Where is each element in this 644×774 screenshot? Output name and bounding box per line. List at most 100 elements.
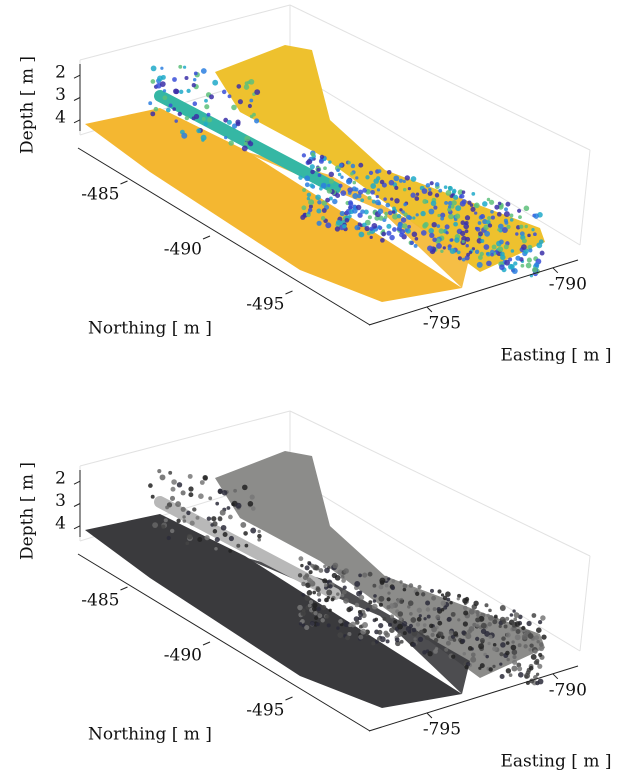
point [444, 200, 449, 205]
point [501, 636, 506, 641]
box-edge [289, 4, 591, 151]
point [413, 637, 417, 641]
point [474, 203, 478, 208]
point [168, 103, 173, 108]
point [436, 224, 441, 228]
point [195, 515, 200, 520]
point [165, 107, 171, 113]
point [170, 528, 175, 534]
y-tick-label: -495 [246, 701, 284, 721]
point [241, 145, 248, 152]
point [374, 617, 379, 622]
point [306, 158, 313, 165]
y-tick-label: -485 [81, 591, 119, 611]
point [337, 632, 344, 639]
point [513, 612, 520, 618]
point [511, 649, 518, 655]
point [328, 608, 332, 612]
point [150, 111, 156, 117]
point [217, 488, 223, 494]
point [150, 494, 155, 499]
point [486, 260, 492, 267]
point [408, 583, 414, 588]
point [475, 623, 480, 628]
point [301, 581, 306, 587]
point [440, 249, 444, 253]
point [250, 527, 257, 534]
point [515, 232, 519, 236]
point [324, 614, 330, 619]
point [201, 116, 206, 121]
point [389, 234, 395, 241]
point [403, 202, 407, 207]
point [367, 195, 372, 200]
point [470, 652, 476, 658]
point [465, 243, 469, 248]
point [423, 617, 427, 621]
point [484, 230, 490, 237]
box-edge [289, 475, 581, 652]
point [311, 606, 317, 612]
point [509, 264, 515, 270]
z-tick [73, 525, 81, 530]
point [330, 597, 335, 602]
point [319, 154, 325, 160]
point [324, 597, 329, 603]
point [357, 212, 363, 218]
point [323, 583, 328, 588]
point [402, 631, 407, 636]
z-tick [73, 480, 81, 485]
point [523, 205, 530, 212]
point [328, 196, 333, 201]
point [517, 208, 522, 213]
point [399, 208, 403, 212]
point [521, 238, 527, 244]
point [301, 153, 307, 158]
point [409, 611, 413, 616]
point [365, 632, 369, 637]
z-tick-label: 4 [55, 107, 66, 127]
point [316, 208, 322, 214]
point [204, 104, 210, 110]
x-axis [368, 259, 579, 326]
point [163, 518, 168, 523]
point [228, 140, 234, 146]
point [480, 239, 485, 243]
point [398, 178, 403, 183]
point [512, 659, 518, 665]
point [223, 117, 229, 123]
point [451, 200, 457, 206]
point [517, 671, 524, 678]
point [337, 569, 344, 576]
point [315, 194, 321, 201]
point [200, 134, 207, 141]
point [482, 201, 488, 207]
point [177, 111, 183, 117]
point [214, 537, 220, 543]
point [362, 188, 367, 193]
point [384, 211, 389, 216]
point [407, 215, 413, 220]
point [392, 206, 396, 211]
point [393, 620, 397, 624]
point [306, 192, 312, 197]
point [189, 520, 195, 526]
point [526, 620, 532, 627]
point [499, 264, 505, 271]
point [343, 621, 350, 628]
point [492, 646, 498, 652]
point [391, 579, 396, 583]
point [449, 248, 456, 254]
point [512, 654, 517, 660]
point [498, 624, 502, 629]
point [483, 224, 489, 231]
point [461, 239, 465, 244]
box-edge [579, 149, 591, 246]
point [354, 187, 359, 192]
point [497, 201, 502, 206]
point [440, 212, 446, 218]
point [315, 587, 321, 593]
point [348, 201, 354, 207]
point [247, 501, 254, 507]
point [417, 636, 424, 642]
